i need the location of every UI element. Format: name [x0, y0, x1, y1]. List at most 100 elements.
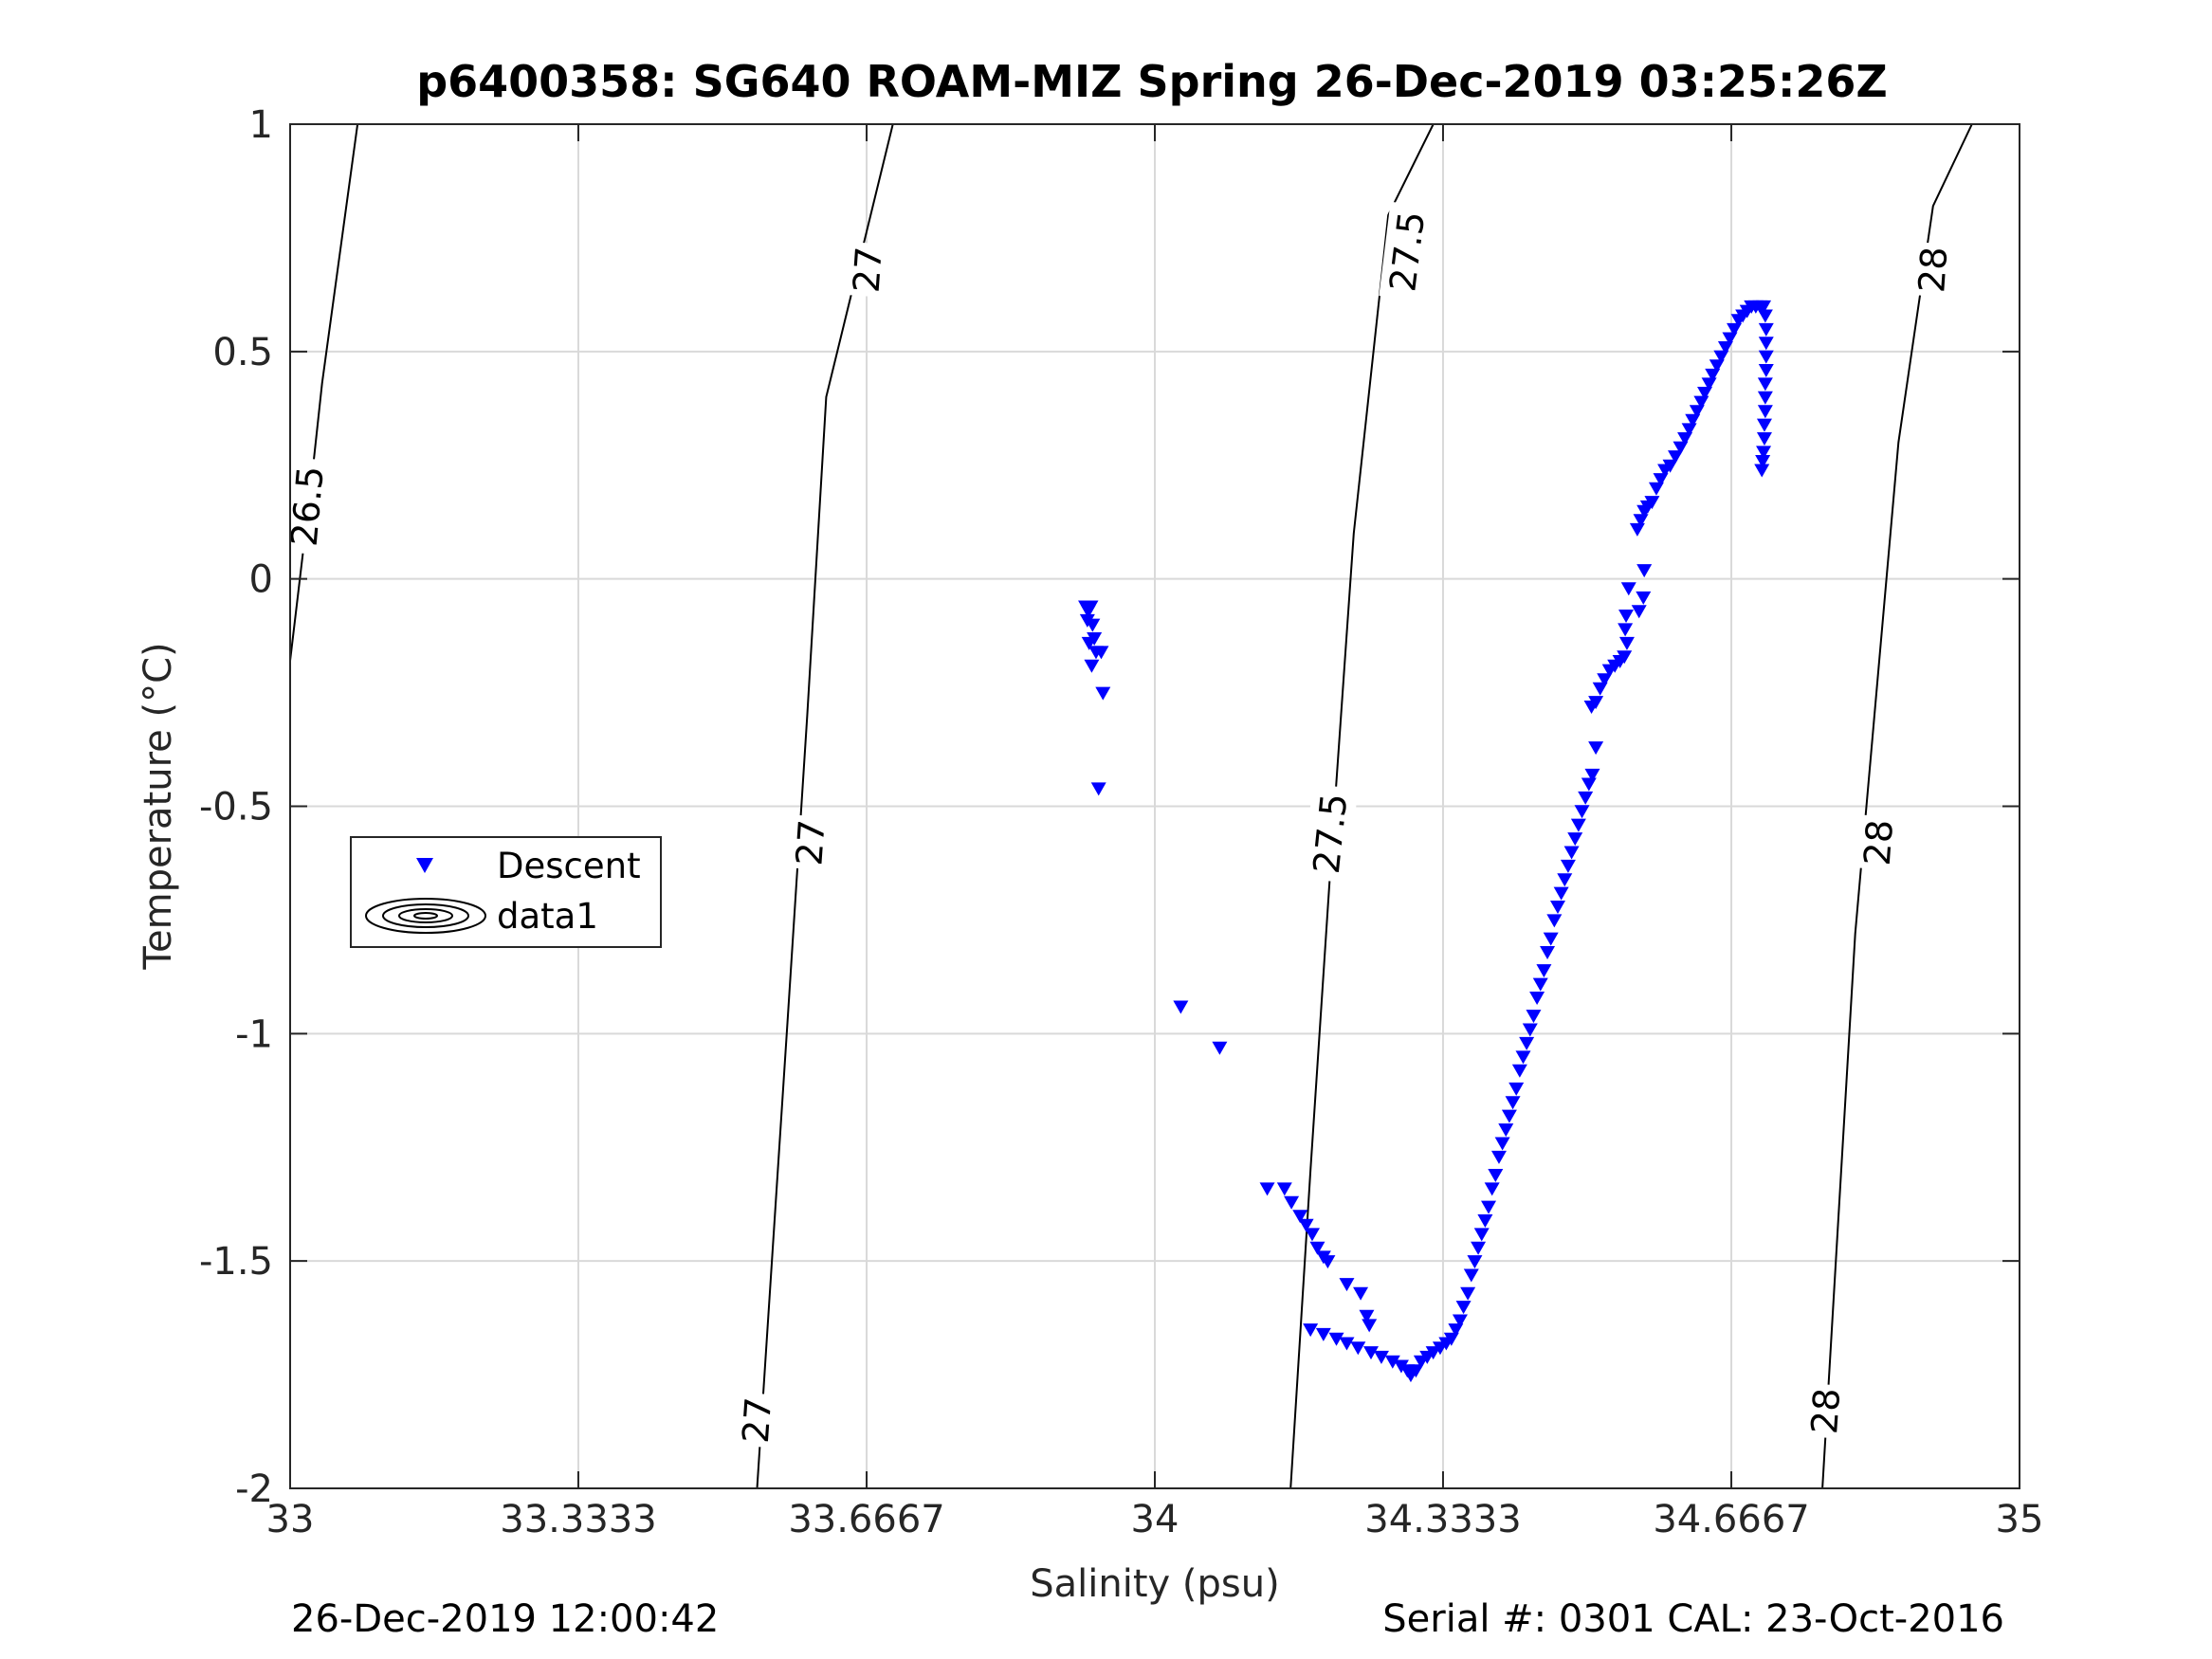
descent-point — [1668, 450, 1684, 465]
x-tick-label: 35 — [1996, 1498, 2044, 1541]
descent-point — [1093, 646, 1109, 660]
descent-point — [1292, 1210, 1308, 1224]
descent-point — [1653, 473, 1669, 487]
contour-label-bg — [843, 241, 893, 299]
descent-point — [1543, 932, 1559, 946]
descent-point — [1339, 1278, 1355, 1292]
descent-point — [1713, 350, 1729, 364]
descent-point — [1756, 431, 1772, 446]
descent-point — [1284, 1195, 1300, 1210]
descent-point — [1636, 591, 1652, 605]
contour-label-bg — [786, 814, 835, 871]
descent-point — [1315, 1327, 1331, 1341]
descent-point — [1408, 1364, 1424, 1378]
descent-point — [1563, 846, 1580, 860]
descent-point — [1481, 1200, 1497, 1214]
descent-point — [1488, 1169, 1504, 1183]
descent-point — [1276, 1182, 1292, 1196]
descent-point — [1362, 1319, 1378, 1333]
y-tick-label: -2 — [235, 1468, 273, 1511]
descent-point — [1460, 1286, 1476, 1301]
legend-box — [350, 836, 662, 948]
legend-marker-descent — [416, 858, 433, 873]
descent-point — [1384, 1355, 1400, 1369]
contour-label-bg — [732, 1392, 782, 1449]
x-tick-label: 33.3333 — [500, 1498, 656, 1541]
descent-point — [1631, 605, 1647, 619]
descent-point — [1526, 1010, 1542, 1024]
descent-point — [1081, 636, 1097, 650]
descent-point — [1522, 1023, 1538, 1037]
descent-point — [1618, 623, 1634, 637]
descent-point — [1095, 686, 1111, 701]
isopycnal-line — [289, 123, 359, 662]
grid — [290, 124, 2020, 1488]
descent-point — [1709, 359, 1725, 374]
descent-point — [1173, 1000, 1189, 1014]
descent-point — [1560, 859, 1576, 873]
y-tick-label: -1 — [235, 1012, 273, 1056]
descent-point — [1471, 1241, 1487, 1255]
y-tick-label: -1.5 — [199, 1240, 273, 1284]
descent-point — [1339, 1337, 1355, 1351]
legend-contour-icon — [365, 898, 486, 934]
y-axis-label: Temperature (°C) — [137, 642, 180, 970]
descent-point — [1588, 696, 1604, 710]
descent-point — [1754, 464, 1770, 478]
y-axis: -2 -1.5 -1 -0.5 0 0.5 1 — [199, 103, 2020, 1511]
descent-point — [1636, 564, 1653, 578]
descent-point — [1505, 1096, 1521, 1110]
descent-point — [1617, 650, 1633, 665]
descent-point — [1588, 741, 1604, 756]
descent-point — [1618, 610, 1635, 624]
x-axis: 33 33.3333 33.6667 34 34.3333 34.6667 35 — [266, 124, 2044, 1541]
x-tick-label: 34.6667 — [1653, 1498, 1809, 1541]
footer-timestamp: 26-Dec-2019 12:00:42 — [291, 1597, 720, 1641]
descent-point — [1353, 1286, 1369, 1301]
descent-point — [1673, 441, 1689, 455]
descent-point — [1519, 1036, 1535, 1050]
descent-point — [1705, 368, 1721, 382]
descent-point — [1508, 1082, 1525, 1096]
descent-point — [1085, 618, 1101, 632]
x-tick-label: 34.3333 — [1364, 1498, 1521, 1541]
y-tick-label: 1 — [249, 103, 273, 147]
descent-point — [1677, 431, 1693, 446]
contour-label: 28 — [1856, 818, 1901, 866]
descent-point — [1758, 322, 1774, 337]
x-tick-label: 34 — [1131, 1498, 1179, 1541]
y-tick-label: 0 — [249, 558, 273, 602]
descent-point — [1304, 1228, 1320, 1242]
descent-point — [1303, 1323, 1319, 1338]
descent-point — [1373, 1350, 1389, 1364]
descent-point — [1549, 901, 1565, 915]
x-tick-label: 33 — [266, 1498, 315, 1541]
descent-point — [1757, 405, 1773, 419]
contour-label-bg — [280, 457, 335, 556]
descent-point — [1540, 945, 1556, 959]
isopycnal-contours: 26.5 27 27 27 27.5 27.5 28 28 28 — [280, 123, 1973, 1489]
descent-point — [1644, 496, 1660, 510]
legend-label-descent: Descent — [497, 846, 641, 886]
contour-label: 26.5 — [283, 465, 332, 548]
descent-point — [1758, 337, 1774, 351]
descent-point — [1363, 1346, 1379, 1360]
x-axis-label: Salinity (psu) — [1030, 1562, 1279, 1606]
legend-label-data1: data1 — [497, 896, 598, 937]
descent-point — [1350, 1341, 1366, 1356]
descent-point — [1083, 600, 1099, 614]
descent-point — [1689, 405, 1705, 419]
descent-point — [1467, 1255, 1483, 1269]
descent-point — [1578, 791, 1594, 805]
descent-point — [1443, 1332, 1459, 1346]
descent-point — [1328, 1332, 1344, 1346]
descent-point — [1584, 768, 1600, 782]
descent-point — [1648, 482, 1664, 496]
descent-point — [1553, 886, 1569, 901]
isopycnal-line — [1821, 123, 1973, 1489]
descent-point — [1574, 805, 1590, 819]
descent-point — [1697, 387, 1713, 401]
contour-label-bg — [1854, 814, 1904, 871]
descent-point — [1259, 1182, 1275, 1196]
